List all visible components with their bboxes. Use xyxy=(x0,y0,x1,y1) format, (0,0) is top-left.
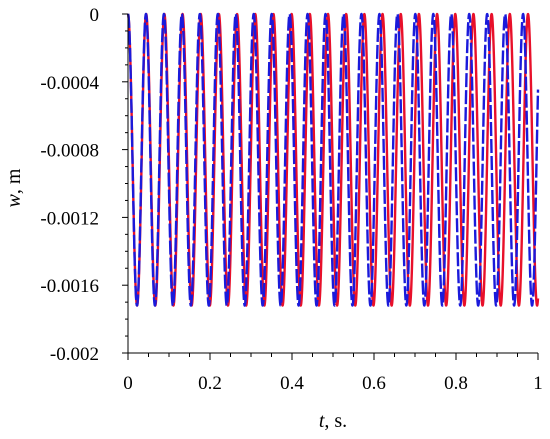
x-tick-label: 0.6 xyxy=(362,373,386,394)
axes xyxy=(122,13,539,360)
x-tick-label: 0.4 xyxy=(280,373,304,394)
x-axis-unit: , s. xyxy=(324,410,347,432)
x-tick-label: 1 xyxy=(533,373,543,394)
y-tick-label: -0.0008 xyxy=(40,141,99,162)
x-tick-label: 0 xyxy=(123,373,133,394)
y-tick-label: 0 xyxy=(90,5,100,26)
x-axis-symbol: t xyxy=(319,410,325,432)
y-axis-symbol: w xyxy=(3,193,25,207)
x-tick-label: 0.8 xyxy=(444,373,468,394)
y-tick-label: -0.0004 xyxy=(40,73,99,94)
x-axis-title: t, s. xyxy=(319,410,347,432)
tick-labels: 0 -0.0004 -0.0008 -0.0012 -0.0016 -0.002 0 0.2 0… xyxy=(40,5,542,394)
plot-series xyxy=(126,12,540,307)
series-line-2 xyxy=(126,12,540,307)
x-tick-label: 0.2 xyxy=(198,373,222,394)
y-tick-label: -0.0012 xyxy=(40,208,99,229)
y-axis-title: w, m xyxy=(3,168,25,207)
y-tick-label: -0.002 xyxy=(50,344,99,365)
y-axis-unit: , m xyxy=(3,168,25,194)
y-tick-label: -0.0016 xyxy=(40,276,99,297)
